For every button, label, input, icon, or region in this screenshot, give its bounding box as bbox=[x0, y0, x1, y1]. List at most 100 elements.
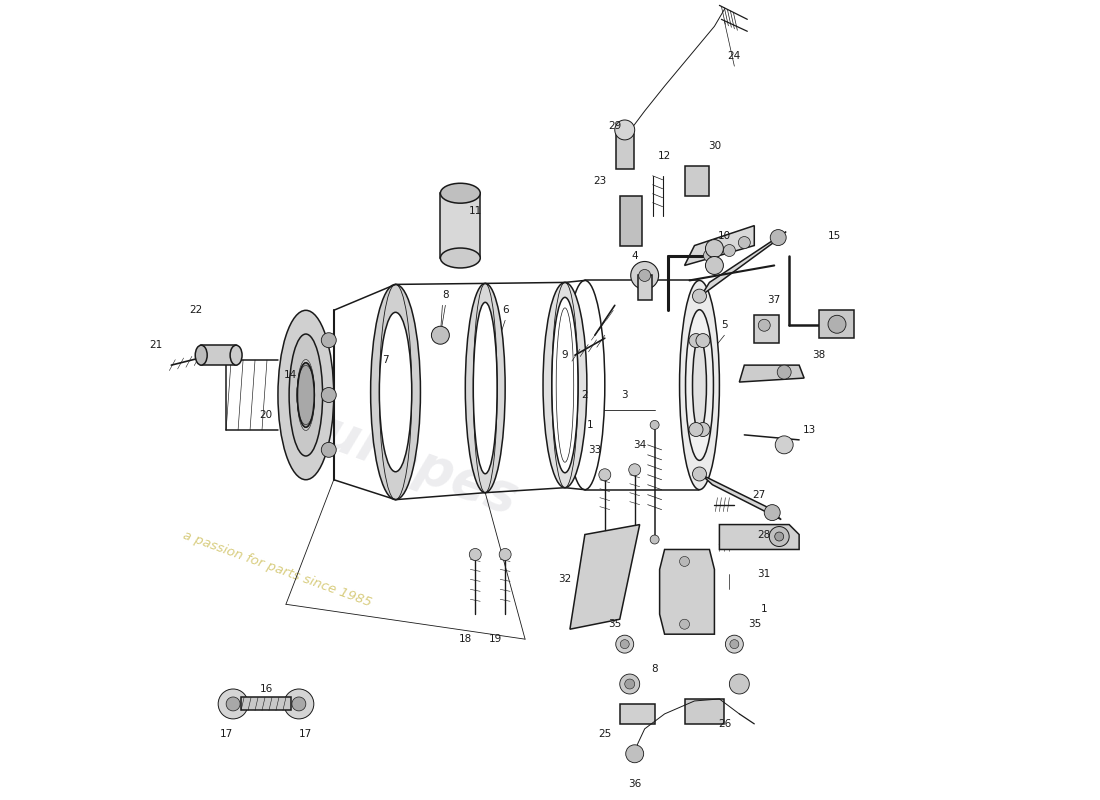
Ellipse shape bbox=[230, 345, 242, 365]
Text: 6: 6 bbox=[502, 306, 508, 315]
Text: 1: 1 bbox=[761, 604, 768, 614]
Circle shape bbox=[499, 549, 512, 561]
Text: 33: 33 bbox=[588, 445, 602, 455]
Text: 30: 30 bbox=[708, 141, 720, 151]
Ellipse shape bbox=[195, 345, 207, 365]
Ellipse shape bbox=[693, 338, 706, 432]
Text: 3: 3 bbox=[621, 390, 628, 400]
Circle shape bbox=[470, 549, 481, 561]
Circle shape bbox=[725, 635, 744, 653]
Text: 22: 22 bbox=[189, 306, 202, 315]
Circle shape bbox=[292, 697, 306, 711]
Ellipse shape bbox=[440, 248, 481, 268]
Text: 9: 9 bbox=[562, 350, 569, 360]
Text: 34: 34 bbox=[634, 440, 647, 450]
Polygon shape bbox=[570, 525, 640, 630]
Circle shape bbox=[227, 697, 240, 711]
Text: 27: 27 bbox=[752, 490, 766, 500]
Circle shape bbox=[769, 526, 789, 546]
Circle shape bbox=[693, 289, 706, 303]
Text: 1: 1 bbox=[586, 420, 593, 430]
Bar bbox=[241, 698, 290, 710]
Circle shape bbox=[321, 442, 337, 458]
Bar bbox=[619, 704, 654, 724]
Ellipse shape bbox=[543, 282, 587, 488]
Text: 17: 17 bbox=[299, 729, 312, 739]
Circle shape bbox=[615, 120, 635, 140]
Circle shape bbox=[705, 239, 724, 258]
Bar bbox=[755, 315, 779, 343]
Polygon shape bbox=[719, 525, 799, 550]
Text: 5: 5 bbox=[722, 320, 728, 330]
Text: 12: 12 bbox=[658, 151, 671, 161]
Text: 28: 28 bbox=[758, 530, 771, 539]
Circle shape bbox=[321, 387, 337, 402]
Circle shape bbox=[778, 365, 791, 379]
Circle shape bbox=[730, 640, 739, 649]
Text: 35: 35 bbox=[748, 619, 761, 630]
Polygon shape bbox=[660, 550, 714, 634]
Bar bbox=[201, 345, 236, 365]
Text: 31: 31 bbox=[758, 570, 771, 579]
Ellipse shape bbox=[565, 281, 605, 490]
Circle shape bbox=[619, 674, 640, 694]
Ellipse shape bbox=[552, 298, 579, 473]
Polygon shape bbox=[702, 474, 781, 519]
Circle shape bbox=[696, 334, 710, 347]
Circle shape bbox=[758, 319, 770, 331]
Ellipse shape bbox=[297, 363, 315, 427]
Text: 15: 15 bbox=[827, 230, 840, 241]
Circle shape bbox=[680, 557, 690, 566]
Bar bbox=[616, 134, 634, 169]
Bar bbox=[684, 166, 710, 196]
Circle shape bbox=[629, 464, 640, 476]
Circle shape bbox=[764, 505, 780, 521]
Ellipse shape bbox=[278, 310, 333, 480]
Circle shape bbox=[774, 532, 783, 541]
Text: 38: 38 bbox=[813, 350, 826, 360]
Ellipse shape bbox=[680, 281, 719, 490]
Circle shape bbox=[321, 333, 337, 348]
Text: 32: 32 bbox=[559, 574, 572, 584]
Text: 19: 19 bbox=[488, 634, 502, 644]
Text: 21: 21 bbox=[150, 340, 163, 350]
Text: 36: 36 bbox=[628, 778, 641, 789]
Text: 23: 23 bbox=[593, 176, 606, 186]
Bar bbox=[684, 699, 725, 724]
Circle shape bbox=[620, 640, 629, 649]
Text: 25: 25 bbox=[598, 729, 612, 739]
Bar bbox=[440, 194, 481, 258]
Circle shape bbox=[776, 436, 793, 454]
Polygon shape bbox=[702, 231, 786, 295]
Text: 10: 10 bbox=[718, 230, 732, 241]
Text: 8: 8 bbox=[442, 290, 449, 300]
Circle shape bbox=[770, 230, 786, 246]
Text: 16: 16 bbox=[260, 684, 273, 694]
Text: 17: 17 bbox=[220, 729, 233, 739]
Circle shape bbox=[218, 689, 249, 719]
Text: 13: 13 bbox=[803, 425, 816, 435]
Text: 2: 2 bbox=[582, 390, 588, 400]
Circle shape bbox=[696, 422, 710, 437]
Circle shape bbox=[650, 535, 659, 544]
Text: 18: 18 bbox=[459, 634, 472, 644]
Polygon shape bbox=[739, 365, 804, 382]
Text: 8: 8 bbox=[651, 664, 658, 674]
Circle shape bbox=[828, 315, 846, 334]
Bar bbox=[638, 275, 651, 300]
Ellipse shape bbox=[465, 283, 505, 493]
Ellipse shape bbox=[440, 183, 481, 203]
Ellipse shape bbox=[473, 302, 497, 474]
Text: 7: 7 bbox=[383, 355, 389, 365]
Text: 24: 24 bbox=[728, 51, 741, 61]
Circle shape bbox=[431, 326, 450, 344]
Text: europes: europes bbox=[280, 394, 525, 526]
Text: 26: 26 bbox=[718, 719, 732, 729]
Bar bbox=[619, 196, 641, 246]
Circle shape bbox=[630, 262, 659, 290]
Ellipse shape bbox=[379, 312, 411, 472]
Circle shape bbox=[693, 467, 706, 481]
Circle shape bbox=[639, 270, 650, 282]
Text: 20: 20 bbox=[260, 410, 273, 420]
Circle shape bbox=[705, 257, 724, 274]
